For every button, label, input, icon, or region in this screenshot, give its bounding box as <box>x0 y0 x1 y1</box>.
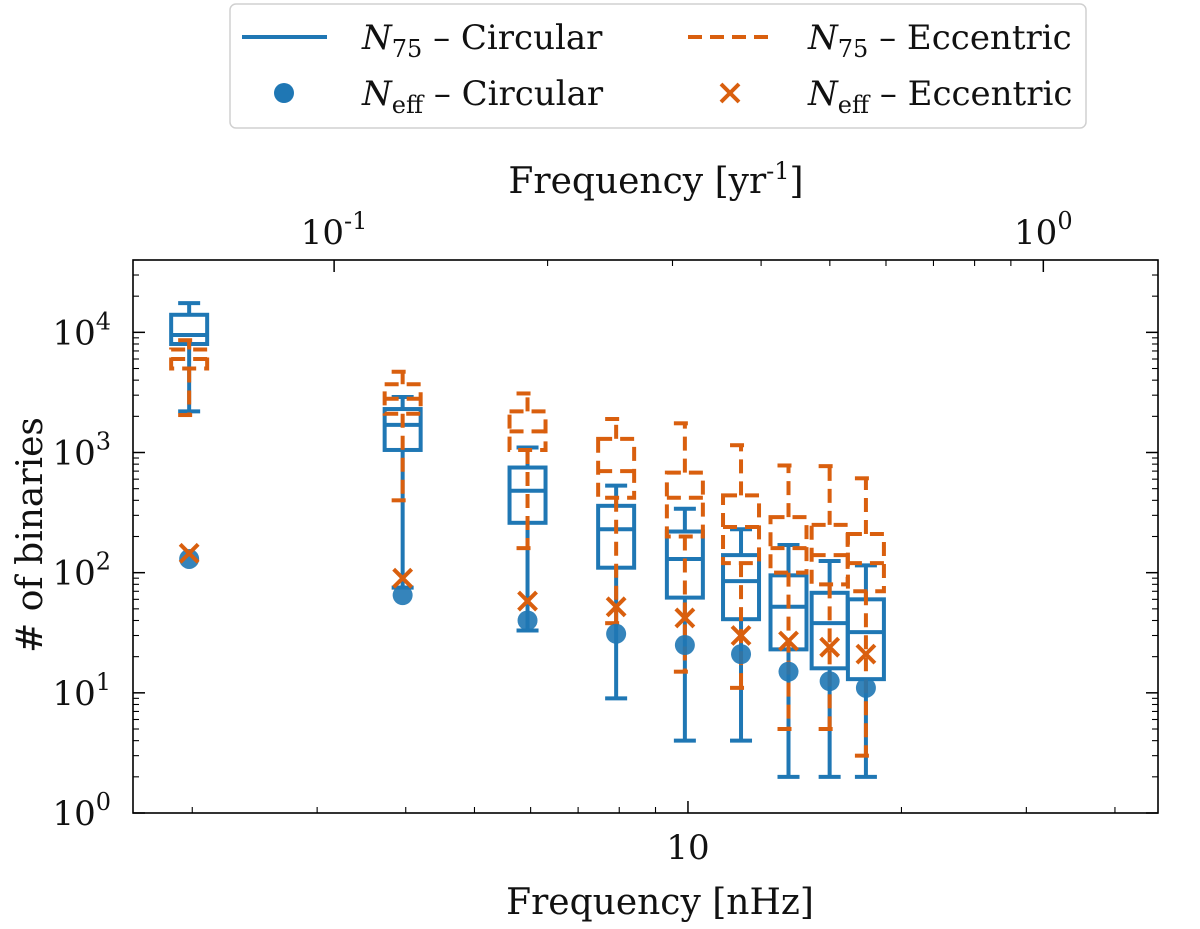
neff-circular-point <box>392 585 413 606</box>
x-stroke <box>819 636 841 658</box>
legend-item-n75_circular: N75 – Circular <box>242 18 603 63</box>
legend: N75 – Circular Neff – Circular N75 – Eccen… <box>229 3 1087 129</box>
neff-eccentric-point <box>855 643 877 665</box>
neff-eccentric-point <box>674 607 696 629</box>
x-stroke <box>392 567 414 589</box>
legend-circle-marker <box>274 83 294 103</box>
top-x-axis-label: Frequency [yr-1] <box>508 157 803 202</box>
top-x-tick-label: 100 <box>1014 207 1073 253</box>
x-stroke <box>517 590 538 612</box>
legend-label: Neff – Circular <box>361 74 604 119</box>
x-stroke <box>730 625 752 646</box>
x-tick-label: 10 <box>666 828 709 868</box>
neff-circular-point <box>855 677 876 698</box>
box <box>664 529 705 600</box>
legend-item-n75_eccentric: N75 – Eccentric <box>688 18 1072 63</box>
neff-circular-point <box>606 623 627 644</box>
y-tick-label: 103 <box>52 428 111 474</box>
neff-eccentric-point <box>730 625 752 646</box>
x-axis-label: Frequency [nHz] <box>506 882 814 923</box>
plot-frame <box>132 259 1159 814</box>
legend-label: N75 – Circular <box>361 18 603 63</box>
legend-item-neff_eccentric: Neff – Eccentric <box>719 74 1072 119</box>
box <box>596 436 637 500</box>
neff-circular-point <box>179 548 200 569</box>
neff-circular-point <box>778 661 799 682</box>
x-stroke <box>855 643 877 665</box>
neff-eccentric-point <box>605 596 627 618</box>
neff-eccentric-point <box>178 542 200 564</box>
neff-eccentric-point <box>517 590 538 612</box>
legend-x-marker <box>719 82 741 104</box>
x-stroke <box>778 630 799 652</box>
y-axis-label: # of binaries <box>10 417 51 653</box>
legend-label: N75 – Eccentric <box>807 18 1072 63</box>
box <box>507 409 548 452</box>
neff-circular-point <box>517 610 538 631</box>
eccentric-box-series <box>169 338 886 758</box>
legend-label: Neff – Eccentric <box>807 74 1072 119</box>
box <box>382 407 423 452</box>
neff-circular-point <box>819 671 840 692</box>
neff-eccentric-point <box>819 636 841 658</box>
box <box>664 470 705 539</box>
box <box>768 515 809 575</box>
y-tick-label: 101 <box>52 668 111 714</box>
neff-circular-markers <box>179 548 876 698</box>
legend-frame <box>229 3 1087 129</box>
box <box>721 493 762 566</box>
top-x-tick-label: 10-1 <box>301 207 368 253</box>
x-stroke <box>674 607 696 629</box>
x-stroke <box>605 596 627 618</box>
neff-circular-point <box>731 644 752 665</box>
neff-eccentric-point <box>778 630 799 652</box>
neff-circular-point <box>674 635 695 656</box>
neff-eccentric-point <box>392 567 414 589</box>
box <box>596 503 637 570</box>
y-tick-label: 100 <box>52 788 111 834</box>
neff-eccentric-markers <box>178 542 877 665</box>
x-stroke <box>178 542 200 564</box>
legend-item-neff_circular: Neff – Circular <box>274 74 604 119</box>
y-tick-label: 102 <box>52 548 111 594</box>
y-tick-label: 104 <box>52 307 111 353</box>
